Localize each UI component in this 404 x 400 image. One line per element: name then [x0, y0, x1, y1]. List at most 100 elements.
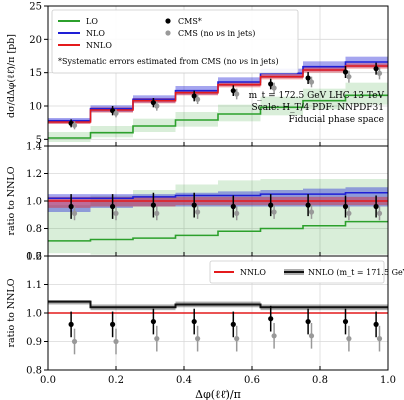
uncertainty-band-lo	[303, 179, 346, 255]
data-point-cms	[191, 318, 197, 325]
data-point-cmsnonu	[154, 210, 160, 216]
data-point-cmsnonu	[271, 85, 277, 91]
series-line-nlo	[48, 191, 388, 200]
data-point-cms	[230, 88, 236, 94]
data-point-cmsnonu	[271, 209, 277, 215]
y-tick-label: 25	[29, 2, 42, 13]
panel-bot: 0.8 0.9 1.0 1.1 1.2 ratio to NNLO	[6, 252, 389, 377]
data-point-cmsnonu	[234, 336, 240, 342]
data-point-cms	[150, 318, 156, 325]
data-point-cms	[373, 66, 379, 72]
x-tick-label: 0.0	[40, 375, 56, 386]
legend-top: LO NLO NNLO CMS* CMS (no νs in jets) *Systema…	[51, 9, 299, 74]
plot-area-mid	[48, 146, 388, 256]
x-axis-label: Δφ(ℓℓ̄)/π	[195, 388, 241, 400]
y-tick-label: 1.2	[26, 252, 42, 263]
data-point-cmsnonu	[195, 96, 201, 102]
uncertainty-band-lo	[303, 88, 346, 110]
series-line-lo	[48, 94, 388, 139]
legend-label-cmsnonu: CMS (no νs in jets)	[178, 29, 255, 38]
data-point-cms	[305, 202, 311, 208]
y-tick-label: 1.4	[26, 142, 42, 153]
data-point-cms	[230, 321, 236, 327]
y-tick-label: 15	[29, 68, 42, 79]
data-point-cmsnonu	[154, 103, 160, 109]
data-point-cms	[342, 69, 349, 75]
y-axis-label: ratio to NNLO	[6, 278, 17, 347]
uncertainty-band-lo	[90, 126, 133, 138]
data-point-cms	[342, 318, 349, 325]
legend-box	[51, 9, 299, 74]
data-point-cmsnonu	[71, 338, 78, 345]
legend-marker-cms	[165, 18, 171, 24]
legend-label-nnlo171: NNLO (m_t = 171.5 GeV)	[308, 268, 404, 277]
y-axis-label: dσ/dΔφ(ℓℓ̄)/π [pb]	[6, 34, 17, 118]
data-point-cmsnonu	[376, 70, 383, 76]
series-line-lo	[48, 220, 388, 242]
data-point-cmsnonu	[195, 336, 201, 342]
y-tick-label: 0.8	[26, 224, 42, 235]
data-point-cms	[230, 203, 236, 210]
data-point-cmsnonu	[234, 91, 240, 97]
legend-label-cms: CMS*	[178, 17, 202, 26]
data-point-cms	[268, 202, 274, 208]
legend-bottom: NNLO NNLO (m_t = 171.5 GeV)	[209, 260, 404, 284]
y-tick-label: 5	[36, 135, 42, 146]
data-point-cms	[191, 93, 197, 99]
uncertainty-band-nlo	[303, 188, 346, 207]
data-point-cmsnonu	[346, 336, 352, 342]
data-point-cms	[68, 321, 74, 327]
data-point-cms	[68, 203, 74, 210]
data-point-cms	[150, 202, 156, 208]
x-tick-label: 0.4	[176, 375, 192, 386]
uncertainty-band-lo	[48, 205, 91, 254]
y-tick-label: 1.2	[26, 169, 42, 180]
y-tick-label: 1.0	[26, 309, 42, 320]
data-point-cms	[110, 321, 116, 327]
data-point-cms	[305, 75, 311, 81]
panel-mid: 0.6 0.8 1.0 1.2 1.4 ratio to NNLO	[6, 142, 389, 263]
y-tick-label: 10	[29, 102, 42, 113]
uncertainty-band-lo	[345, 82, 388, 105]
legend-label-lo: LO	[86, 17, 98, 26]
y-tick-label: 0.6	[26, 252, 42, 263]
annotation-text: Fiducial phase space	[288, 115, 384, 125]
y-tick-label: 1.1	[26, 280, 42, 291]
data-point-cms	[150, 100, 156, 106]
data-point-cmsnonu	[376, 336, 383, 342]
y-tick-label: 0.9	[26, 337, 42, 348]
data-point-cmsnonu	[71, 122, 78, 128]
legend-label-nlo: NLO	[86, 29, 105, 38]
data-point-cms	[373, 203, 379, 210]
data-point-cmsnonu	[113, 338, 119, 345]
data-point-cms	[110, 203, 116, 210]
y-tick-label: 1.0	[26, 197, 42, 208]
y-tick-label: 0.8	[26, 366, 42, 377]
data-point-cms	[268, 316, 274, 322]
data-point-cmsnonu	[308, 79, 315, 85]
annotation-text: m_t = 172.5 GeV LHC 13 TeV	[249, 91, 385, 101]
data-point-cmsnonu	[376, 210, 383, 216]
uncertainty-band-lo	[345, 179, 388, 255]
uncertainty-band-lo	[48, 132, 91, 142]
data-point-cms	[342, 203, 349, 210]
y-axis-label: ratio to NNLO	[6, 166, 17, 235]
x-tick-label: 1.0	[380, 375, 396, 386]
data-point-cmsnonu	[113, 210, 119, 216]
data-point-cms	[191, 202, 197, 208]
panel-top: 5 10 15 20 25 dσ/dΔφ(ℓℓ̄)/π [pb]	[6, 2, 389, 147]
x-tick-label: 0.6	[244, 375, 260, 386]
legend-label-nnlo: NNLO	[240, 268, 266, 277]
data-point-cms	[268, 81, 274, 87]
uncertainty-band-lo	[218, 180, 261, 255]
data-point-cmsnonu	[308, 209, 315, 215]
data-point-cmsnonu	[234, 210, 240, 216]
x-tick-label: 0.2	[108, 375, 124, 386]
legend-label-nnlo: NNLO	[86, 41, 112, 50]
data-point-cmsnonu	[346, 74, 352, 80]
annotation-text: Scale: H_T/4 PDF: NNPDF31	[252, 103, 384, 113]
uncertainty-band-nnlo	[48, 196, 91, 208]
y-tick-label: 20	[29, 35, 42, 46]
uncertainty-band-lo	[218, 104, 261, 122]
